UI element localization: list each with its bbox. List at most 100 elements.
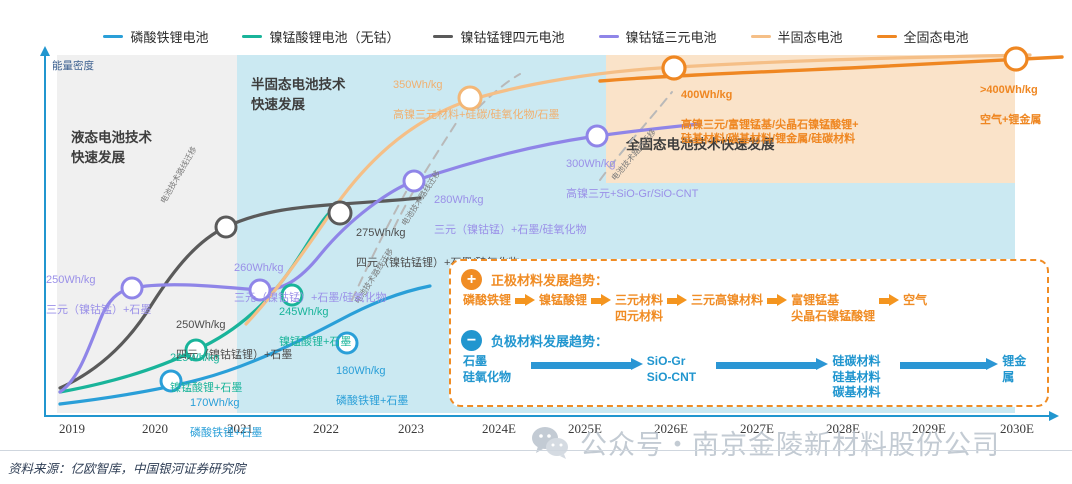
legend-item-all-solid-state-battery[interactable]: 全固态电池 [876,27,969,46]
cathode-chain-item: 三元材料 四元材料 [615,293,664,323]
legend-swatch-icon [876,34,897,38]
marker-275-quaternary[interactable] [327,200,353,226]
legend-swatch-icon [750,34,771,38]
x-tick: 2025E [568,421,602,436]
marker-350-semisolid[interactable] [457,85,483,111]
legend-item-lnmo-cobalt-free-battery[interactable]: 镍锰酸锂电池（无钴） [242,27,399,46]
plus-icon: + [461,269,482,290]
x-axis [44,411,1059,421]
legend-label: 磷酸铁锂电池 [130,29,209,45]
chart-legend: 磷酸铁锂电池 镍锰酸锂电池（无钴） 镍钴锰锂四元电池 镍钴锰三元电池 半固态电池… [0,24,1072,48]
migration-guide-3 [599,91,673,181]
point-value: 350Wh/kg [393,78,443,91]
cathode-trend-title: 正极材料发展趋势： [491,273,609,288]
marker-400-solid[interactable] [661,55,687,81]
x-tick: 2021 [227,421,253,436]
point-value: 170Wh/kg [190,396,240,409]
anode-trend-chain: 石墨 硅氧化物 SiO-Gr SiO-CNT 硅碳材料 硅基材料 碳基材料 锂金… [463,354,1037,401]
band-title-liquid: 液态电池技术 快速发展 [71,130,152,165]
point-material: 镍锰酸锂+石墨 [279,335,352,348]
point-material: 四元（镍钴锰锂）+石墨 [176,348,293,361]
point-value: 400Wh/kg [681,88,733,101]
band-title-semi-solid: 半固态电池技术 快速发展 [251,77,346,112]
point-label-225-lnmo: 225Wh/kg 镍锰酸锂+石墨 [170,336,242,395]
legend-label: 镍钴锰三元电池 [625,29,717,45]
marker-gt400-solid[interactable] [1003,46,1029,72]
band-title-all-solid: 全固态电池技术快速发展 [626,137,775,152]
marker-170-lfp[interactable] [159,369,183,393]
anode-chain-item: 石墨 硅氧化物 [463,354,512,384]
cathode-chain-item: 三元高镍材料 [691,293,764,307]
point-label-350-semisolid: 350Wh/kg 高镍三元材料+硅碳/硅氧化物/石墨 [393,63,560,122]
point-material: 磷酸铁锂+石墨 [336,394,409,407]
legend-item-lfp-battery[interactable]: 磷酸铁锂电池 [103,27,208,46]
legend-swatch-icon [103,34,124,38]
marker-300-ncm[interactable] [585,124,609,148]
x-tick: 2024E [482,421,516,436]
marker-180-lfp[interactable] [335,331,359,355]
cathode-chain-item: 磷酸铁锂 [463,293,512,307]
legend-swatch-icon [598,34,619,38]
legend-swatch-icon [433,34,454,38]
series-line-ncm [58,122,702,394]
point-value: 300Wh/kg [566,157,616,170]
series-line-all-solid [598,55,1064,83]
arrow-right-icon [667,294,688,307]
series-markers [120,46,1029,393]
point-value: 280Wh/kg [434,193,484,206]
source-note: 资料来源：亿欧智库，中国银河证券研究院 [8,462,246,476]
anode-chain-item: SiO-Gr SiO-CNT [646,354,697,384]
point-label-245-lnmo: 245Wh/kg 镍锰酸锂+石墨 [279,290,351,349]
materials-trend-card: + 正极材料发展趋势： 磷酸铁锂 镍锰酸锂 三元材料 四元材料 三元高镍材料 富… [449,259,1049,407]
point-label-300-ncm: 300Wh/kg 高镍三元+SiO-Gr/SiO-CNT [566,142,698,201]
legend-label: 镍钴锰锂四元电池 [460,29,565,45]
migration-dashed-guides [351,73,673,301]
point-value: >400Wh/kg [980,83,1038,96]
cathode-trend-header: + 正极材料发展趋势： [461,269,1037,290]
y-axis-label: 能量密度 [52,60,94,72]
point-value: 250Wh/kg [176,318,226,331]
x-tick: 2019 [59,421,85,436]
marker-280-ncm[interactable] [402,169,426,193]
y-axis [40,46,50,417]
x-tick: 2020 [142,421,168,436]
point-material: 高镍三元材料+硅碳/硅氧化物/石墨 [393,108,560,121]
anode-trend-title: 负极材料发展趋势： [491,334,609,350]
legend-swatch-icon [242,34,263,38]
arrow-right-icon [716,358,829,371]
cathode-chain-item: 空气 [903,293,928,307]
x-tick: 2028E [826,421,860,436]
point-label-400-solid: 400Wh/kg 高镍三元/富锂锰基/尖晶石镍锰酸锂+ 硅基材料/碳基材料/锂金… [681,73,859,147]
arrow-right-icon [767,294,788,307]
point-value: 260Wh/kg [234,261,284,274]
point-label-250-ncm: 250Wh/kg 三元（镍钴锰）+石墨 [46,258,151,317]
legend-item-semi-solid-state-battery[interactable]: 半固态电池 [750,27,843,46]
point-material: 三元（镍钴锰）+石墨/硅氧化物 [434,223,587,236]
point-label-280-ncm: 280Wh/kg 三元（镍钴锰）+石墨/硅氧化物 [434,178,586,237]
legend-item-ncma-quaternary-battery[interactable]: 镍钴锰锂四元电池 [433,27,565,46]
x-tick: 2029E [912,421,946,436]
legend-label: 全固态电池 [903,29,969,45]
marker-250-ncm[interactable] [120,276,144,300]
legend-item-ncm-ternary-battery[interactable]: 镍钴锰三元电池 [598,27,717,46]
arrow-right-icon [530,358,643,371]
point-material: 三元（镍钴锰）+石墨 [46,303,152,316]
x-tick: 2027E [740,421,774,436]
legend-label: 半固态电池 [777,29,843,45]
marker-250-quaternary[interactable] [214,215,238,239]
cathode-chain-item: 富锂锰基 尖晶石镍锰酸锂 [791,293,876,323]
point-material: 三元（镍钴锰）+石墨/硅氧化物 [234,291,387,304]
migration-guide-1 [351,177,415,301]
x-tick: 2022 [313,421,339,436]
point-material: 高镍三元+SiO-Gr/SiO-CNT [566,187,699,200]
marker-225-lnmo[interactable] [184,338,208,362]
series-line-semi-solid [244,53,1032,326]
point-label-180-lfp: 180Wh/kg 磷酸铁锂+石墨 [336,349,408,408]
marker-260-ncm[interactable] [248,278,272,302]
point-value: 245Wh/kg [279,305,329,318]
marker-245-lnmo[interactable] [280,283,304,307]
series-line-lnmo [58,202,342,394]
point-label-gt400-solid: >400Wh/kg 空气+锂金属 [980,68,1041,127]
legend-label: 镍锰酸锂电池（无钴） [269,29,400,45]
